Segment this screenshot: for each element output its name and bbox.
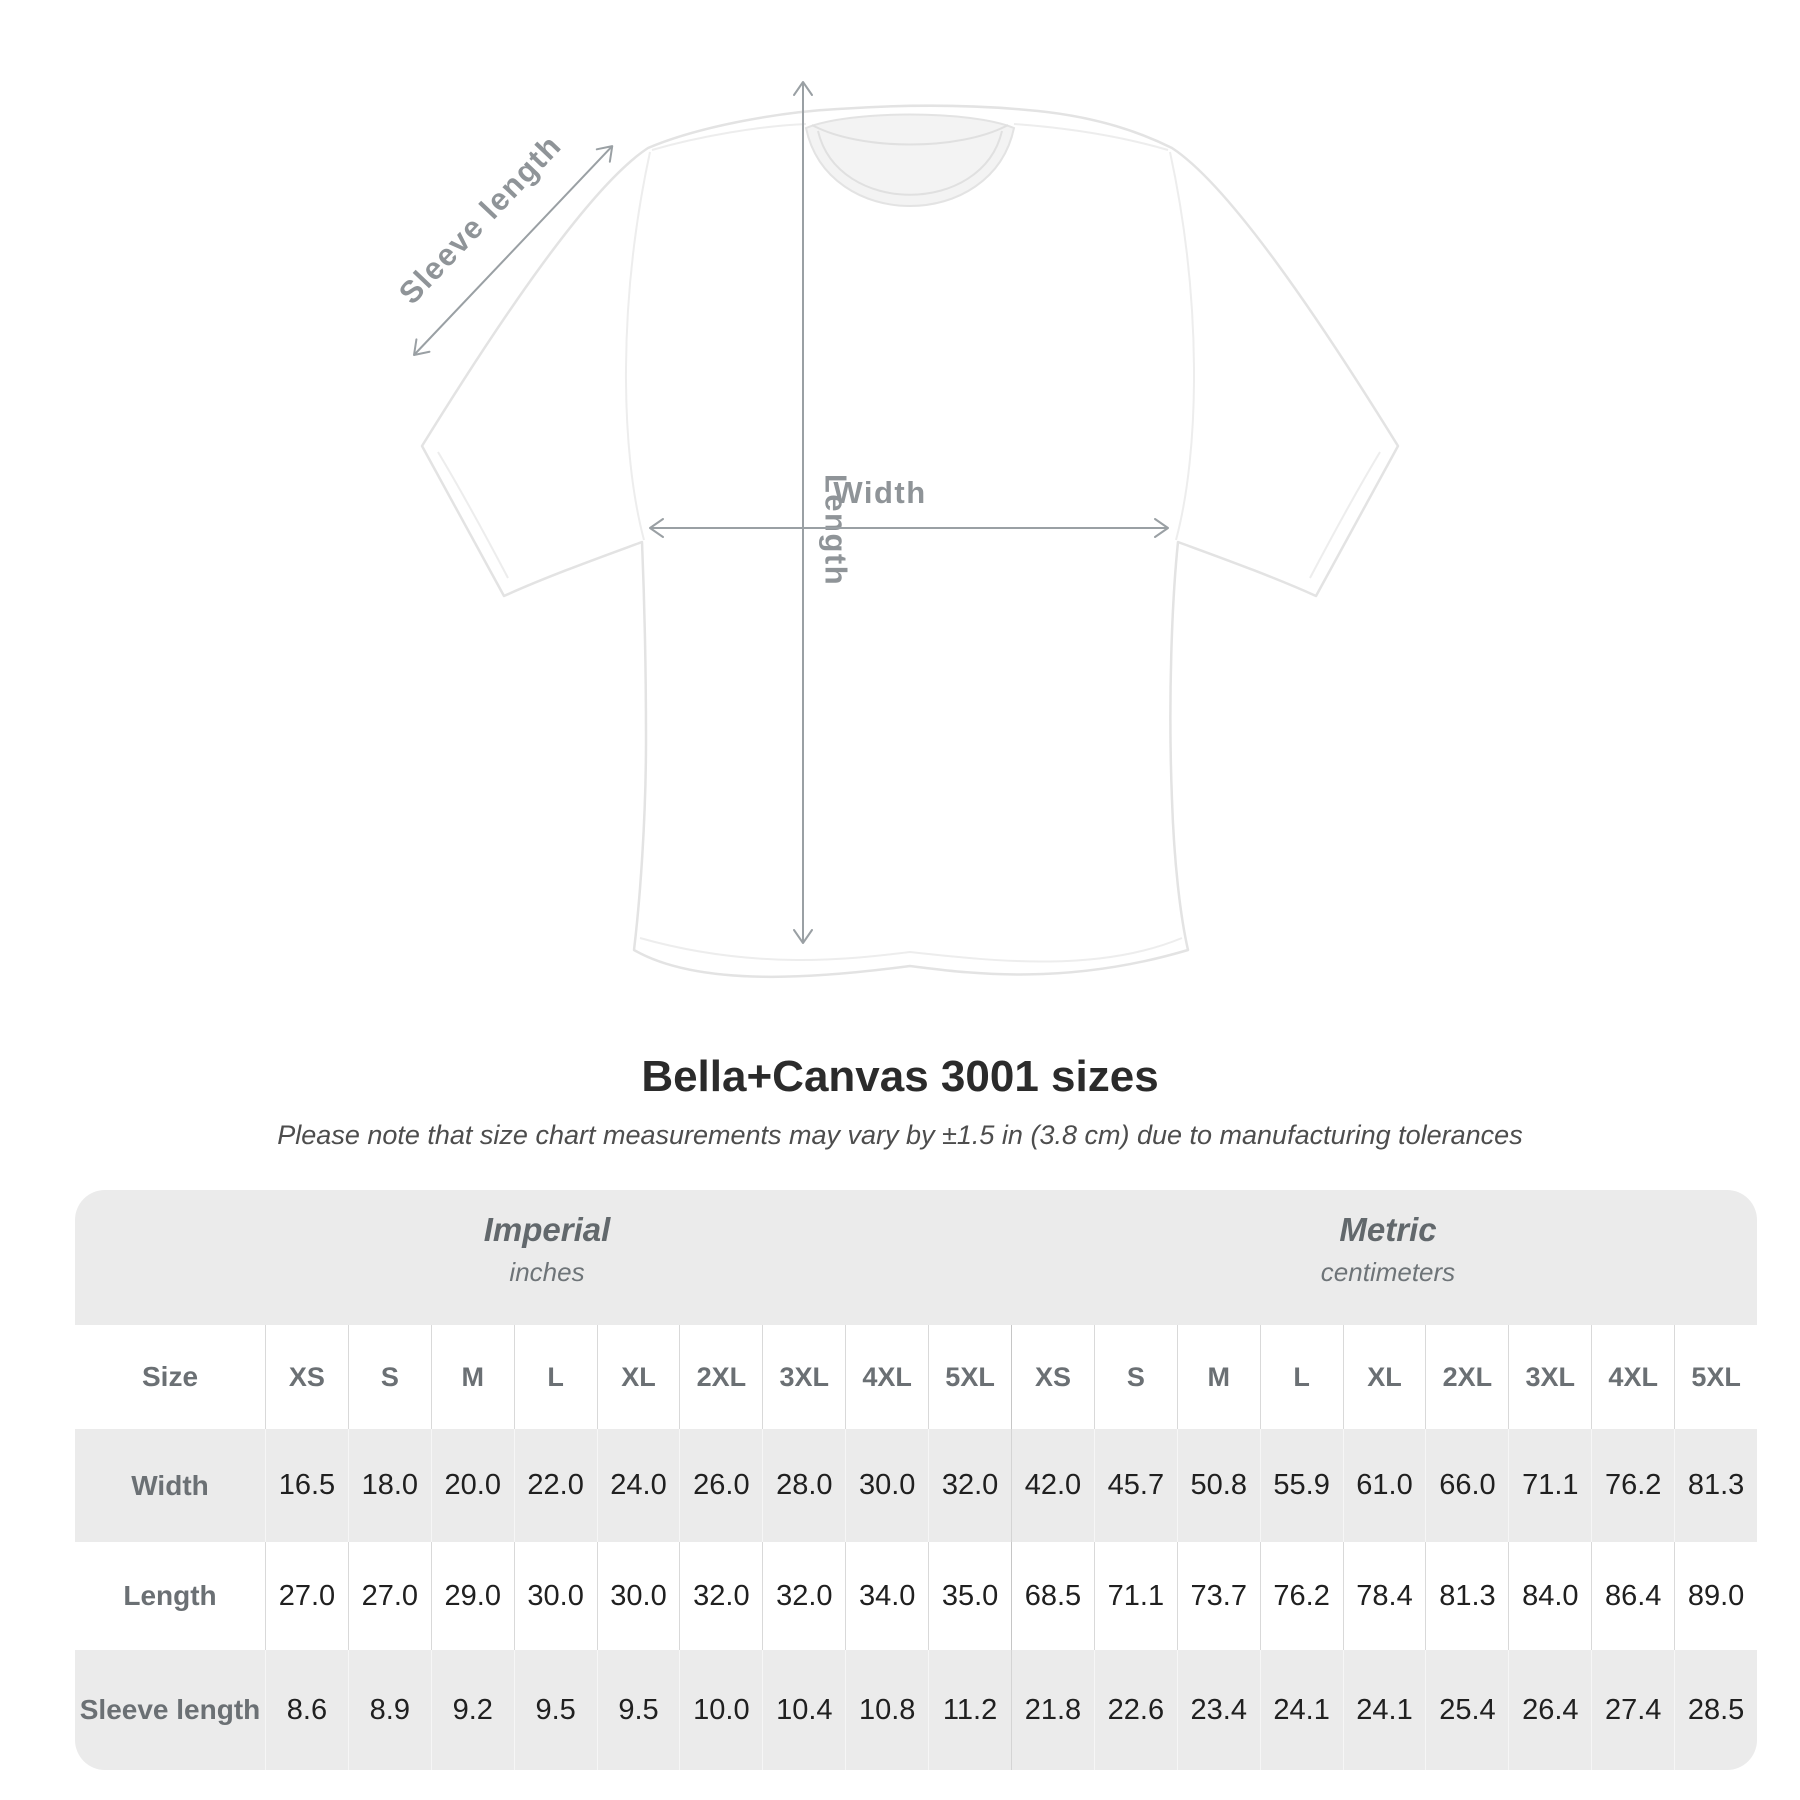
measurement-cell: 30.0	[845, 1429, 928, 1542]
measurement-cell: 22.0	[513, 1429, 597, 1542]
measurement-cell: 73.7	[1176, 1542, 1260, 1650]
unit-band: Imperial inches Metric centimeters	[75, 1190, 1757, 1325]
measurement-cell: 24.0	[596, 1429, 680, 1542]
size-column-header: 4XL	[845, 1325, 928, 1429]
imperial-title: Imperial	[483, 1211, 611, 1248]
metric-section-header: Metric centimeters	[1019, 1190, 1757, 1325]
measurement-cell: 32.0	[679, 1542, 762, 1650]
tshirt-diagram: Length Width Sleeve length	[392, 81, 1400, 979]
width-arrow: Width	[649, 475, 1169, 538]
measurement-cell: 50.8	[1176, 1429, 1260, 1542]
size-header-label: Size	[141, 1361, 199, 1392]
measurement-cell: 16.5	[265, 1429, 348, 1542]
size-column-header: L	[513, 1325, 597, 1429]
measurement-cell: 55.9	[1259, 1429, 1343, 1542]
measurement-cell: 22.6	[1093, 1650, 1177, 1770]
page-subtitle: Please note that size chart measurements…	[277, 1120, 1523, 1150]
measurement-cell: 42.0	[1011, 1429, 1094, 1542]
imperial-section-header: Imperial inches	[75, 1190, 1019, 1325]
measurement-cell: 71.1	[1093, 1542, 1177, 1650]
measurement-cell: 10.0	[679, 1650, 762, 1770]
size-column-header: XS	[1011, 1325, 1094, 1429]
measurement-cell: 21.8	[1011, 1650, 1094, 1770]
measurement-cell: 8.6	[265, 1650, 348, 1770]
measurement-cell: 34.0	[845, 1542, 928, 1650]
measurement-cell: 26.4	[1508, 1650, 1591, 1770]
measurement-cell: 26.0	[679, 1429, 762, 1542]
measurement-cell: 35.0	[928, 1542, 1011, 1650]
page-title: Bella+Canvas 3001 sizes	[641, 1052, 1159, 1101]
measurement-cell: 9.2	[430, 1650, 514, 1770]
measurement-cell: 25.4	[1425, 1650, 1508, 1770]
table-header-row: Size XS S M L XL 2XL 3XL 4XL 5XL XS S M L XL 2XL 3XL 4XL 5…	[75, 1325, 1757, 1429]
size-column-header: S	[347, 1325, 431, 1429]
measurement-cell: 84.0	[1508, 1542, 1591, 1650]
size-column-header: 4XL	[1591, 1325, 1674, 1429]
measurement-cell: 89.0	[1674, 1542, 1757, 1650]
size-column-header: 2XL	[1425, 1325, 1508, 1429]
size-column-header: 3XL	[762, 1325, 845, 1429]
measurement-cell: 10.8	[845, 1650, 928, 1770]
row-label: Sleeve length	[79, 1694, 261, 1725]
measurement-cell: 10.4	[762, 1650, 845, 1770]
measurement-cell: 30.0	[596, 1542, 680, 1650]
measurement-cell: 76.2	[1259, 1542, 1343, 1650]
measurement-cell: 20.0	[430, 1429, 514, 1542]
length-arrow: Length	[793, 81, 854, 944]
measurement-cell: 29.0	[430, 1542, 514, 1650]
size-column-header: M	[1176, 1325, 1260, 1429]
size-column-header: XS	[265, 1325, 348, 1429]
size-table: Imperial inches Metric centimeters Size X…	[75, 1190, 1757, 1770]
measurement-cell: 32.0	[762, 1542, 845, 1650]
imperial-unit: inches	[509, 1256, 585, 1287]
size-column-header: M	[430, 1325, 514, 1429]
measurement-cell: 81.3	[1674, 1429, 1757, 1542]
measurement-cell: 18.0	[347, 1429, 431, 1542]
size-column-header: S	[1093, 1325, 1177, 1429]
length-label: Length	[819, 474, 854, 586]
measurement-cell: 30.0	[513, 1542, 597, 1650]
table-row: Width 16.5 18.0 20.0 22.0 24.0 26.0 28.0 30.0 32.…	[75, 1429, 1757, 1542]
measurement-cell: 9.5	[513, 1650, 597, 1770]
measurement-cell: 23.4	[1176, 1650, 1260, 1770]
measurement-cell: 32.0	[928, 1429, 1011, 1542]
size-column-header: XL	[1342, 1325, 1426, 1429]
measurement-cell: 27.0	[347, 1542, 431, 1650]
measurement-cell: 27.4	[1591, 1650, 1674, 1770]
measurement-cell: 78.4	[1342, 1542, 1426, 1650]
size-column-header: 2XL	[679, 1325, 762, 1429]
measurement-cell: 28.0	[762, 1429, 845, 1542]
table-row: Sleeve length 8.6 8.9 9.2 9.5 9.5 10.0 10.4 10.8…	[75, 1650, 1757, 1770]
measurement-cell: 45.7	[1093, 1429, 1177, 1542]
measurement-cell: 61.0	[1342, 1429, 1426, 1542]
size-column-header: XL	[596, 1325, 680, 1429]
metric-unit: centimeters	[1320, 1256, 1456, 1287]
metric-title: Metric	[1339, 1211, 1437, 1248]
measurement-cell: 28.5	[1674, 1650, 1757, 1770]
size-column-header: 3XL	[1508, 1325, 1591, 1429]
size-table-grid: Size XS S M L XL 2XL 3XL 4XL 5XL XS S M L XL 2XL 3XL 4XL 5…	[75, 1325, 1757, 1770]
width-label: Width	[833, 475, 926, 510]
measurement-cell: 81.3	[1425, 1542, 1508, 1650]
measurement-cell: 8.9	[347, 1650, 431, 1770]
size-column-header: 5XL	[928, 1325, 1011, 1429]
measurement-cell: 86.4	[1591, 1542, 1674, 1650]
measurement-cell: 11.2	[928, 1650, 1011, 1770]
row-label: Length	[123, 1580, 217, 1611]
measurement-cell: 27.0	[265, 1542, 348, 1650]
size-column-header: L	[1259, 1325, 1343, 1429]
table-row: Length 27.0 27.0 29.0 30.0 30.0 32.0 32.0 34.0 35…	[75, 1542, 1757, 1650]
measurement-cell: 9.5	[596, 1650, 680, 1770]
size-column-header: 5XL	[1674, 1325, 1757, 1429]
measurement-cell: 24.1	[1259, 1650, 1343, 1770]
measurement-cell: 24.1	[1342, 1650, 1426, 1770]
measurement-cell: 71.1	[1508, 1429, 1591, 1542]
measurement-cell: 66.0	[1425, 1429, 1508, 1542]
row-label: Width	[131, 1469, 209, 1501]
measurement-cell: 68.5	[1011, 1542, 1094, 1650]
measurement-cell: 76.2	[1591, 1429, 1674, 1542]
tshirt-illustration	[420, 104, 1400, 979]
